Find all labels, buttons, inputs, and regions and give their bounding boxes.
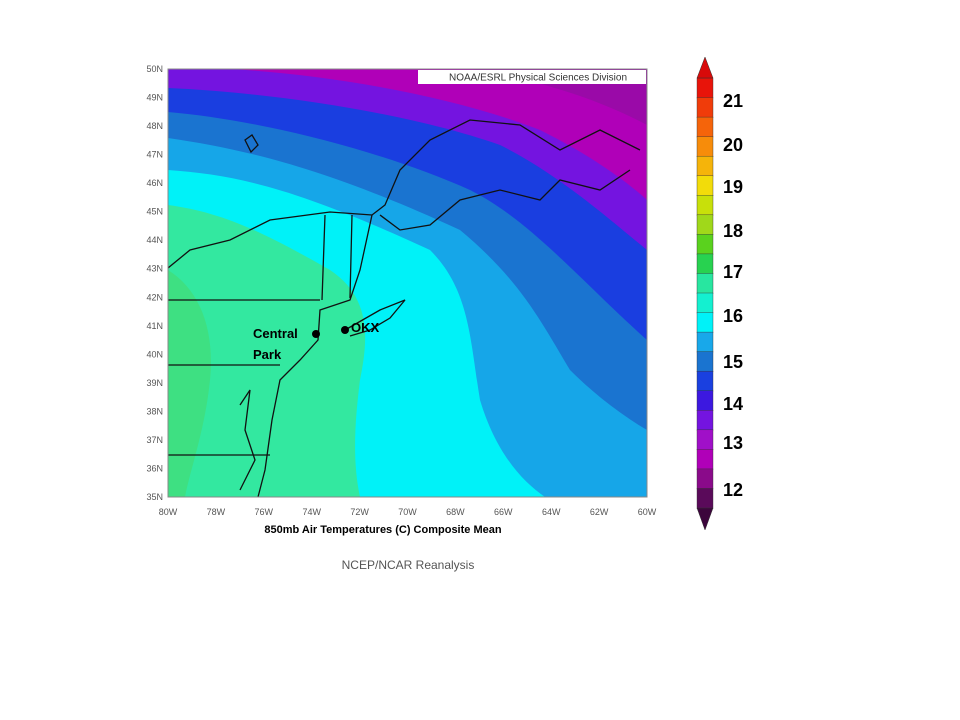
- colorbar-swatch: [696, 331, 714, 353]
- colorbar-label: 12: [723, 480, 743, 500]
- colorbar-swatch: [696, 292, 714, 314]
- map-field: [168, 69, 647, 497]
- colorbar-cap: [696, 507, 714, 531]
- place-label: Central: [253, 326, 298, 341]
- caption: 850mb Air Temperatures (C) Composite Mea…: [264, 524, 501, 536]
- colorbar-label: 17: [723, 262, 743, 282]
- credit-box: [418, 70, 646, 84]
- colorbar-cap: [696, 56, 714, 79]
- lat-label: 46N: [146, 178, 163, 188]
- colorbar-swatch: [696, 312, 714, 333]
- lat-label: 38N: [146, 406, 163, 416]
- colorbar-swatch: [696, 77, 714, 99]
- map-frame: [167, 68, 648, 498]
- colorbar-swatch: [696, 488, 714, 509]
- lat-label: 48N: [146, 121, 163, 131]
- colorbar-label: 14: [723, 394, 743, 414]
- colorbar-swatch: [696, 195, 714, 216]
- lat-label: 40N: [146, 349, 163, 359]
- lat-label: 35N: [146, 492, 163, 502]
- colorbar-label: 15: [723, 352, 743, 372]
- lat-label: 47N: [146, 150, 163, 160]
- colorbar-swatch: [696, 273, 714, 294]
- colorbar-swatch: [696, 351, 714, 372]
- colorbar-label: 20: [723, 135, 743, 155]
- colorbar: 21 20 19 18 17 16 15 14 13 12: [696, 56, 743, 531]
- central-park-dot: [312, 330, 320, 338]
- colorbar-swatch: [696, 155, 714, 177]
- colorbar-swatch: [696, 175, 714, 196]
- colorbar-label: 19: [723, 177, 743, 197]
- place-label: OKX: [351, 320, 380, 335]
- colorbar-swatch: [696, 234, 714, 255]
- lat-label: 50N: [146, 64, 163, 74]
- colorbar-swatch: [696, 390, 714, 411]
- colorbar-swatch: [696, 429, 714, 451]
- source: NCEP/NCAR Reanalysis: [342, 558, 475, 572]
- lon-label: 76W: [255, 507, 274, 517]
- lat-label: 36N: [146, 463, 163, 473]
- lon-label: 64W: [542, 507, 561, 517]
- colorbar-label: 16: [723, 306, 743, 326]
- lat-label: 42N: [146, 292, 163, 302]
- band-magenta: [230, 69, 647, 200]
- lon-label: 80W: [159, 507, 178, 517]
- lon-label: 78W: [207, 507, 226, 517]
- credit: NOAA/ESRL Physical Sciences Division: [449, 73, 627, 84]
- okx-dot: [341, 326, 349, 334]
- colorbar-swatch: [696, 468, 714, 490]
- colorbar-swatch: [696, 449, 714, 470]
- lat-label: 49N: [146, 93, 163, 103]
- coastlines: [168, 119, 641, 497]
- colorbar-swatch: [696, 370, 714, 392]
- lat-label: 37N: [146, 435, 163, 445]
- lon-label: 72W: [350, 507, 369, 517]
- lon-label: 66W: [494, 507, 513, 517]
- colorbar-swatch: [696, 116, 714, 138]
- lon-label: 74W: [302, 507, 321, 517]
- place-label: Park: [253, 347, 282, 362]
- colorbar-swatch: [696, 410, 714, 431]
- lon-label: 62W: [590, 507, 609, 517]
- colorbar-label: 18: [723, 221, 743, 241]
- colorbar-label: 21: [723, 91, 743, 111]
- colorbar-label: 13: [723, 433, 743, 453]
- lon-label: 60W: [638, 507, 657, 517]
- lat-label: 45N: [146, 207, 163, 217]
- lat-label: 39N: [146, 378, 163, 388]
- colorbar-swatch: [696, 97, 714, 118]
- colorbar-swatch: [696, 253, 714, 275]
- lon-label: 68W: [446, 507, 465, 517]
- ticks: 50N 49N 48N 47N 46N 45N 44N 43N 42N 41N 40N 39N 38N 3…: [146, 64, 656, 517]
- lat-label: 43N: [146, 264, 163, 274]
- lon-label: 70W: [398, 507, 417, 517]
- colorbar-swatch: [696, 136, 714, 157]
- lat-label: 44N: [146, 235, 163, 245]
- colorbar-swatch: [696, 214, 714, 236]
- band-warm: [168, 270, 211, 497]
- lat-label: 41N: [146, 321, 163, 331]
